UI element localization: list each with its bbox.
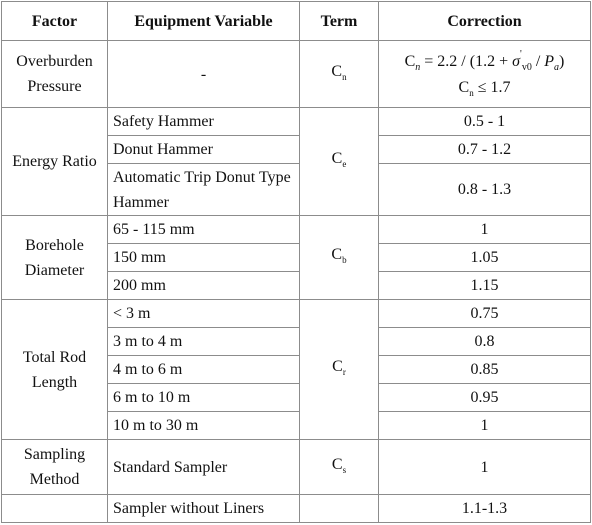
correction-cell: 0.95 [378, 383, 591, 412]
table-row: Overburden Pressure - Cn Cn = 2.2 / (1.2… [1, 40, 591, 108]
correction-cell: 0.8 [378, 327, 591, 356]
table-row: 200 mm 1.15 [2, 271, 591, 300]
table-row: Donut Hammer 0.7 - 1.2 [2, 135, 591, 164]
table-row: Sampler without Liners 1.1-1.3 [1, 494, 591, 523]
correction-cell: 1.1-1.3 [378, 494, 591, 523]
table-row: Total Rod Length < 3 m Cr 0.75 [1, 299, 591, 440]
table-row: Sampling Method Standard Sampler Cs 1 [1, 439, 591, 495]
table-row: 150 mm 1.05 [2, 243, 591, 272]
factor-borehole-diameter: Borehole Diameter [1, 215, 108, 300]
term-overburden: Cn [299, 40, 379, 108]
variable-cell: 150 mm [107, 243, 300, 272]
correction-cell: 0.5 - 1 [378, 107, 591, 136]
header-equipment-variable: Equipment Variable [107, 1, 300, 41]
correction-cell: 0.7 - 1.2 [378, 135, 591, 164]
table-row: Borehole Diameter 65 - 115 mm Cb 1 [1, 215, 591, 300]
table-row: 10 m to 30 m 1 [2, 411, 591, 440]
term-empty-cell [299, 494, 379, 523]
variable-cell: Safety Hammer [107, 107, 300, 136]
variable-cell: 6 m to 10 m [107, 383, 300, 412]
factor-overburden: Overburden Pressure [1, 40, 108, 108]
correction-cell: 1 [378, 411, 591, 440]
variable-cell: 200 mm [107, 271, 300, 300]
header-term: Term [299, 1, 379, 41]
term-total-rod-length: Cr [299, 299, 379, 440]
variable-cell: < 3 m [107, 299, 300, 328]
correction-cell: 0.85 [378, 355, 591, 384]
correction-cell: 0.8 - 1.3 [378, 163, 591, 216]
term-sampling-method: Cs [299, 439, 379, 495]
overburden-limit: Cn ≤ 1.7 [458, 79, 511, 98]
header-factor: Factor [1, 1, 108, 41]
correction-cell: 1.05 [378, 243, 591, 272]
variable-cell: 3 m to 4 m [107, 327, 300, 356]
factor-empty-cell [1, 494, 108, 523]
variable-cell: Automatic Trip Donut Type Hammer [107, 163, 300, 216]
term-borehole-diameter: Cb [299, 215, 379, 300]
variable-cell: 65 - 115 mm [107, 215, 300, 244]
factor-energy-ratio: Energy Ratio [1, 107, 108, 216]
variable-cell: Sampler without Liners [107, 494, 300, 523]
table-row: Automatic Trip Donut Type Hammer 0.8 - 1… [2, 163, 591, 216]
correction-cell: 1 [378, 215, 591, 244]
correction-overburden: Cn = 2.2 / (1.2 + σ'v0 / Pa) Cn ≤ 1.7 [378, 40, 591, 108]
variable-cell: Standard Sampler [107, 439, 300, 495]
correction-cell: 1.15 [378, 271, 591, 300]
table-row: Energy Ratio Safety Hammer Ce 0.5 - 1 [1, 107, 591, 216]
table-row: 4 m to 6 m 0.85 [2, 355, 591, 384]
factor-sampling-method: Sampling Method [1, 439, 108, 495]
variable-cell: Donut Hammer [107, 135, 300, 164]
term-energy-ratio: Ce [299, 107, 379, 216]
header-correction: Correction [378, 1, 591, 41]
correction-cell: 0.75 [378, 299, 591, 328]
factor-total-rod-length: Total Rod Length [1, 299, 108, 440]
variable-cell: 10 m to 30 m [107, 411, 300, 440]
correction-cell: 1 [378, 439, 591, 495]
overburden-formula: Cn = 2.2 / (1.2 + σ'v0 / Pa) [404, 49, 565, 73]
variable-cell: 4 m to 6 m [107, 355, 300, 384]
header-row: Factor Equipment Variable Term Correctio… [1, 1, 591, 41]
variable-overburden: - [107, 40, 300, 108]
